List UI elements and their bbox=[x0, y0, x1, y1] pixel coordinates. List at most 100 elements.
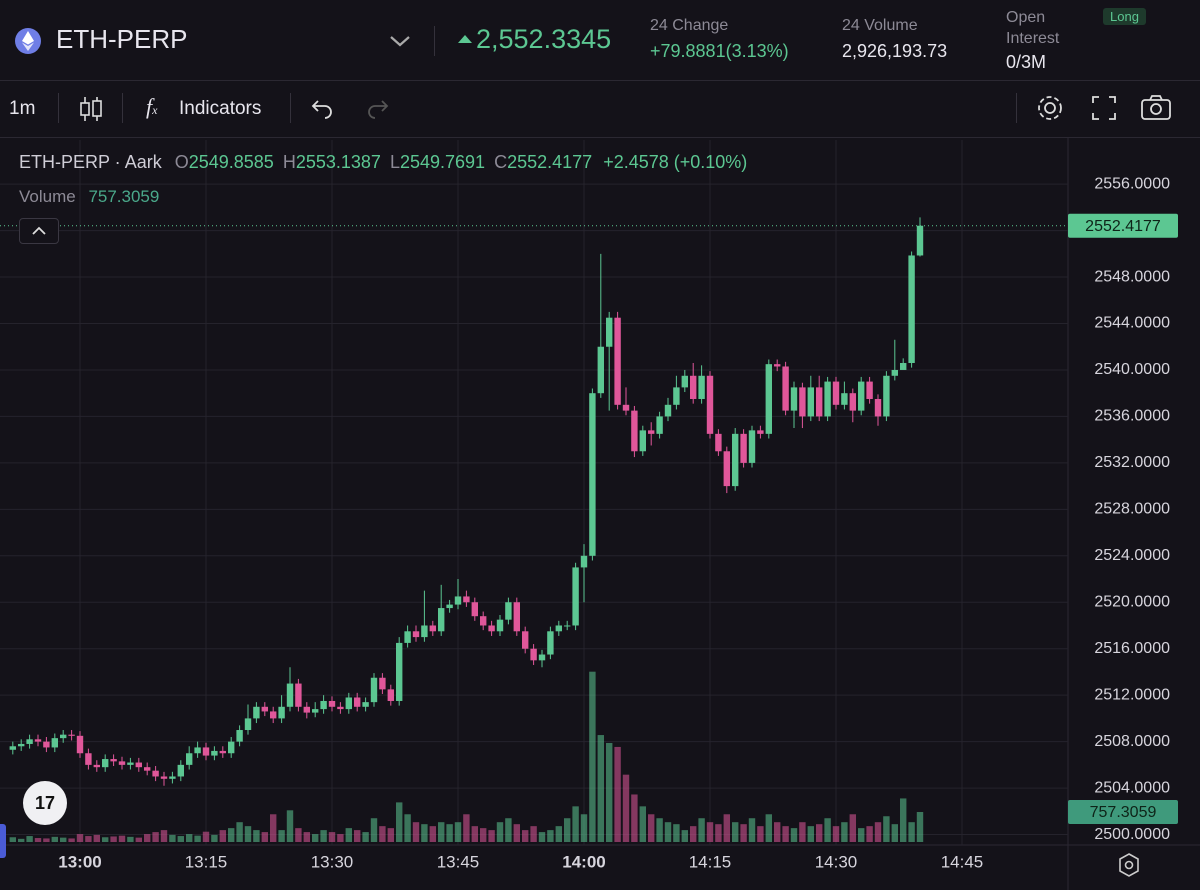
candle-body bbox=[118, 761, 126, 765]
candle-body bbox=[18, 743, 25, 747]
candle-body bbox=[454, 596, 462, 605]
candle-body bbox=[93, 764, 100, 768]
candle-body bbox=[160, 776, 168, 779]
legend-l: L bbox=[389, 152, 400, 172]
volume-bar bbox=[849, 814, 856, 842]
volume-bar bbox=[858, 828, 865, 842]
volume-bar bbox=[648, 814, 655, 842]
chart-type-button[interactable] bbox=[78, 95, 104, 123]
candle-body bbox=[488, 625, 495, 632]
volume-bar bbox=[404, 814, 411, 842]
toolbar: 1m fx Indicators bbox=[0, 81, 1200, 138]
volume-bar bbox=[690, 826, 697, 842]
volume-bar bbox=[883, 816, 890, 842]
screenshot-button[interactable] bbox=[1140, 93, 1172, 121]
volume-bar bbox=[93, 834, 100, 842]
volume-bar bbox=[303, 832, 310, 842]
open-interest-label: Open Interest bbox=[1006, 9, 1060, 47]
volume-bar bbox=[480, 828, 487, 842]
volume-bar bbox=[790, 828, 798, 842]
candle-body bbox=[530, 648, 537, 661]
volume-bar bbox=[219, 830, 226, 842]
candle-body bbox=[841, 393, 848, 405]
change-value: +79.8881(3.13%) bbox=[650, 41, 789, 61]
redo-button[interactable] bbox=[364, 97, 390, 119]
volume-bar bbox=[765, 814, 772, 842]
symbol[interactable]: ETH-PERP bbox=[56, 24, 188, 54]
candle-body bbox=[396, 642, 403, 701]
candle-body bbox=[891, 369, 898, 376]
volume-bar bbox=[807, 826, 814, 842]
volume-bar bbox=[454, 822, 462, 842]
volume-bar bbox=[513, 824, 520, 842]
volume-bar bbox=[916, 812, 924, 842]
volume-bar bbox=[337, 834, 344, 842]
candle-body bbox=[43, 741, 50, 748]
volume-bar bbox=[732, 822, 739, 842]
indicators-button[interactable]: Indicators bbox=[179, 98, 262, 119]
candle-body bbox=[110, 759, 117, 762]
y-tick-label: 2536.0000 bbox=[1094, 408, 1170, 425]
candle-body bbox=[740, 433, 747, 463]
volume-bar bbox=[471, 826, 478, 842]
candle-body bbox=[757, 430, 764, 434]
candle-body bbox=[412, 631, 420, 638]
candle-body bbox=[832, 381, 840, 405]
volume-bar bbox=[446, 824, 453, 842]
volume-bar bbox=[891, 824, 898, 842]
settings-button[interactable] bbox=[1035, 93, 1065, 123]
candle-body bbox=[614, 317, 621, 405]
fullscreen-button[interactable] bbox=[1090, 94, 1118, 122]
candle-body bbox=[496, 619, 504, 632]
last-price-tag: 2552.4177 bbox=[1085, 218, 1161, 235]
collapse-legend-button[interactable] bbox=[19, 218, 59, 244]
candle-body bbox=[597, 346, 604, 394]
timezone-settings[interactable] bbox=[1116, 852, 1142, 878]
volume-bar bbox=[572, 806, 579, 842]
candle-body bbox=[211, 750, 218, 756]
volume-bar bbox=[564, 818, 571, 842]
volume-bar bbox=[656, 818, 663, 842]
volume-bar bbox=[118, 835, 126, 842]
candle-body bbox=[286, 683, 294, 707]
y-tick-label: 2508.0000 bbox=[1094, 733, 1170, 750]
volume-bar bbox=[723, 814, 730, 842]
volume-bar bbox=[429, 826, 436, 842]
symbol-dropdown[interactable] bbox=[388, 32, 412, 50]
volume-bar bbox=[631, 794, 638, 842]
indicators-icon[interactable]: fx bbox=[146, 94, 158, 119]
x-tick-label: 13:15 bbox=[185, 852, 228, 871]
volume-bar bbox=[463, 814, 470, 842]
undo-button[interactable] bbox=[310, 97, 336, 119]
candle-body bbox=[337, 706, 344, 710]
divider bbox=[122, 93, 123, 123]
candle-body bbox=[51, 738, 58, 748]
volume-bar bbox=[228, 828, 235, 842]
volume-bar bbox=[396, 802, 403, 842]
volume-bar bbox=[412, 822, 420, 842]
x-tick-label: 14:45 bbox=[941, 852, 984, 871]
side-badge: Long bbox=[1103, 8, 1146, 25]
legend: ETH-PERP · Aark O2549.8585 H2553.1387 L2… bbox=[19, 152, 747, 173]
y-tick-label: 2500.0000 bbox=[1094, 826, 1170, 843]
candle-body bbox=[236, 730, 243, 742]
x-tick-label: 13:30 bbox=[311, 852, 354, 871]
interval[interactable]: 1m bbox=[9, 98, 36, 119]
candle-body bbox=[312, 709, 319, 713]
candle-body bbox=[295, 683, 302, 707]
volume-legend-value: 757.3059 bbox=[88, 187, 160, 206]
candle-body bbox=[26, 739, 33, 744]
candle-body bbox=[261, 706, 268, 712]
tradingview-logo[interactable]: 17 bbox=[23, 781, 67, 825]
candle-body bbox=[85, 753, 92, 765]
side-handle[interactable] bbox=[0, 824, 6, 858]
candle-body bbox=[723, 451, 730, 487]
candle-body bbox=[631, 410, 638, 452]
candle-body bbox=[522, 631, 529, 649]
volume-bar bbox=[270, 814, 277, 842]
candle-body bbox=[555, 625, 562, 632]
volume-bar bbox=[110, 836, 117, 842]
volume-bar bbox=[236, 822, 243, 842]
volume-bar bbox=[908, 822, 915, 842]
volume-bar bbox=[681, 830, 688, 842]
